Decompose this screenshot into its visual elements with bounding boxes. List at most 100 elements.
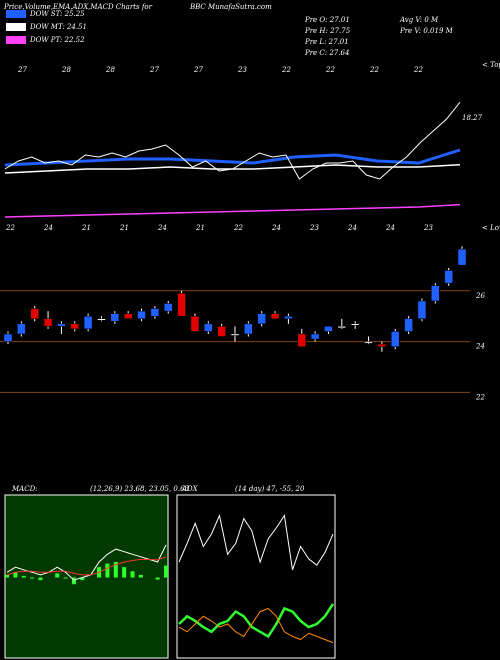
histogram-bar [155, 577, 160, 580]
candle-body [190, 315, 200, 332]
legend-swatch [6, 36, 26, 44]
header-center: BBC MunafaSutra.com [189, 3, 272, 11]
legend-swatch [6, 10, 26, 18]
ema-line [4, 203, 461, 218]
macd-line [6, 544, 167, 581]
histogram-bar [71, 577, 76, 585]
histogram-bar [21, 575, 26, 578]
date-label: 22 [413, 66, 423, 74]
candle-body [337, 326, 347, 329]
date-label: 24 [157, 224, 167, 232]
ema-line [4, 148, 461, 167]
adx-line [178, 513, 334, 570]
candle-body [244, 323, 253, 335]
candle-body [30, 308, 39, 319]
date-label: 27 [193, 66, 203, 74]
candle-body [110, 313, 120, 322]
histogram-bar [122, 567, 127, 578]
date-label: 21 [119, 224, 129, 232]
candle-body [230, 333, 240, 336]
histogram-bar [138, 574, 143, 578]
histogram-bar [130, 571, 135, 578]
candle-body [177, 293, 186, 317]
annotation: 18.27 [462, 114, 483, 122]
date-label: 24 [43, 224, 53, 232]
histogram-bar [105, 563, 110, 578]
date-label: 22 [325, 66, 335, 74]
macd-label: MACD: [11, 485, 38, 493]
legend-label: DOW ST: 25.25 [29, 10, 85, 18]
date-label: 22 [369, 66, 379, 74]
date-label: 27 [17, 66, 27, 74]
candle-body [17, 323, 26, 335]
price-line [4, 101, 461, 180]
stat: Pre C: 27.64 [304, 49, 349, 57]
histogram-bar [164, 565, 168, 578]
candle-body [377, 343, 387, 347]
macd-params: (12,26,9) 23.68, 23.05, 0.63 [90, 485, 190, 493]
stat: Pre H: 27.75 [304, 27, 351, 35]
candle-body [43, 318, 53, 327]
legend-swatch [6, 23, 26, 31]
header-left: Price,Volume,EMA,ADX,MACD Charts for [3, 3, 153, 11]
candle-body [270, 313, 280, 319]
date-label: 24 [271, 224, 281, 232]
candle-body [350, 323, 360, 326]
date-label: 23 [423, 224, 433, 232]
candle-body [404, 318, 413, 332]
adx-line [178, 603, 335, 639]
candle-body [204, 323, 213, 332]
candle-body [284, 315, 293, 319]
candle-body [3, 333, 13, 342]
candle-body [150, 308, 160, 317]
stat: Pre L: 27.01 [304, 38, 349, 46]
candle-body [297, 333, 307, 347]
stat: Avg V: 0 M [399, 16, 439, 24]
right-label: < Topo [482, 61, 500, 69]
candle-body [431, 285, 440, 302]
y-tick-label: 22 [475, 393, 485, 401]
candle-body [163, 303, 173, 312]
candle-body [417, 300, 427, 319]
date-label: 28 [61, 66, 71, 74]
y-tick-label: 26 [475, 292, 485, 300]
histogram-bar [5, 574, 9, 578]
date-label: 27 [149, 66, 159, 74]
candle-body [257, 313, 266, 325]
legend-label: DOW PT: 22.52 [29, 36, 85, 44]
stat: Pre O: 27.01 [304, 16, 350, 24]
histogram-bar [38, 577, 43, 581]
date-label: 28 [105, 66, 115, 74]
histogram-bar [113, 562, 118, 578]
date-label: 23 [237, 66, 247, 74]
candle-body [57, 323, 66, 327]
macd-line [6, 556, 167, 576]
histogram-bar [13, 572, 18, 578]
adx-panel [176, 494, 336, 659]
candle-body [97, 318, 106, 321]
date-label: 21 [195, 224, 205, 232]
y-tick-label: 24 [475, 343, 485, 351]
right-label: < Lows [482, 224, 500, 232]
candle-body [457, 248, 467, 266]
histogram-bar [80, 577, 85, 581]
candle-body [310, 333, 320, 340]
candle-body [137, 310, 146, 319]
date-label: 23 [309, 224, 319, 232]
candle-body [444, 270, 453, 284]
candle-body [217, 326, 226, 337]
histogram-bar [55, 573, 60, 578]
histogram-bar [63, 577, 68, 579]
stat: Pre V: 0.019 M [399, 27, 454, 35]
date-label: 24 [347, 224, 357, 232]
adx-line [178, 607, 334, 644]
candle-body [70, 323, 80, 330]
legend-label: DOW MT: 24.51 [29, 23, 87, 31]
adx-params: (14 day) 47, -55, 20 [235, 485, 305, 493]
date-label: 24 [385, 224, 395, 232]
candle-body [324, 326, 333, 332]
date-label: 22 [5, 224, 15, 232]
candle-body [123, 313, 133, 319]
candle-body [364, 341, 373, 344]
